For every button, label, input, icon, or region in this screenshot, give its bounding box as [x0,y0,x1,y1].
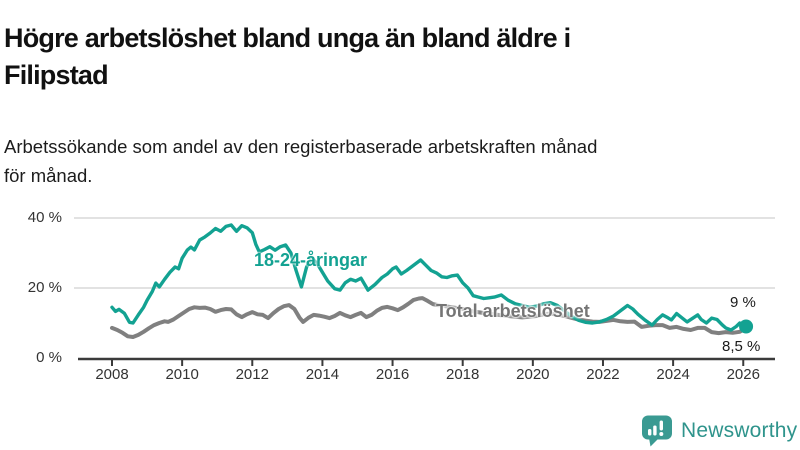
end-value-label-total: 8,5 % [722,338,761,355]
y-tick-label: 40 % [27,209,62,226]
x-tick-label: 2012 [235,366,269,383]
series-label-total: Total arbetslöshet [436,301,590,321]
x-tick-label: 2026 [726,366,760,383]
x-tick-label: 2008 [95,366,129,383]
series-label-youth: 18-24-åringar [254,250,368,270]
page-title-line1: Högre arbetslöshet bland unga än bland ä… [4,23,571,54]
x-tick-label: 2010 [165,366,199,383]
x-tick-label: 2014 [305,366,340,383]
x-tick-label: 2016 [375,366,410,383]
x-tick-label: 2022 [586,366,620,383]
chart-subtitle-line1: Arbetssökande som andel av den registerb… [4,135,598,157]
newsworthy-logo: Newsworthy [641,414,797,447]
x-tick-label: 2024 [656,366,690,383]
x-tick-label: 2018 [446,366,480,383]
page-title-line2: Filipstad [4,59,109,90]
y-tick-label: 0 % [36,349,62,366]
chart-subtitle: Arbetssökande som andel av den registerb… [4,132,794,191]
chart-subtitle-line2: för månad. [4,165,93,187]
newsworthy-logo-icon [642,415,672,447]
end-value-label-youth: 9 % [730,294,756,311]
y-tick-label: 20 % [27,279,62,296]
newsworthy-logo-text: Newsworthy [681,418,798,442]
page-title: Högre arbetslöshet bland unga än bland ä… [4,20,784,93]
x-tick-label: 2020 [516,366,550,383]
